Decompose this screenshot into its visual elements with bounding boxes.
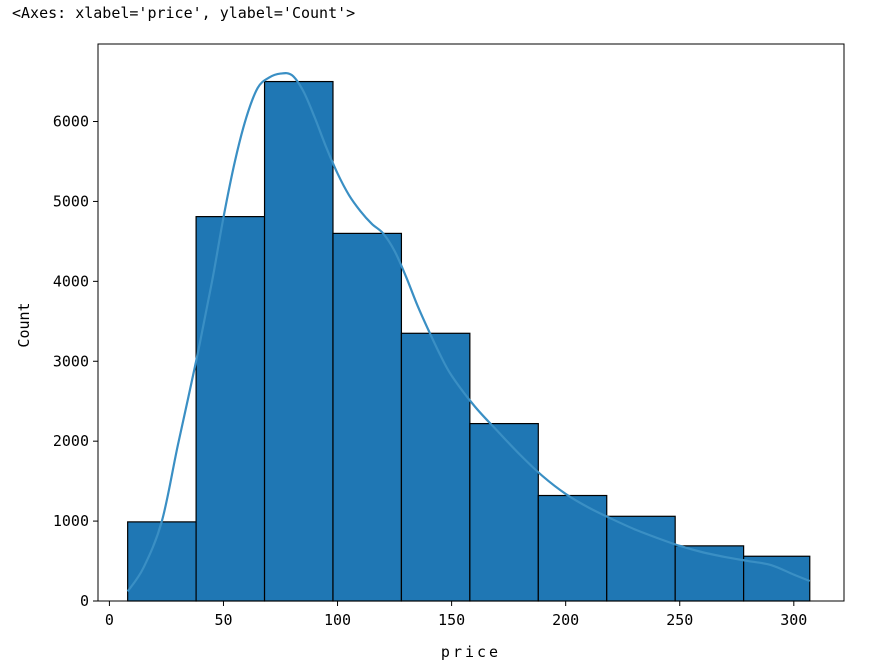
y-tick-label: 5000 [53,192,89,210]
x-tick-label: 150 [438,611,465,629]
bars-layer [127,80,811,602]
x-tick-label: 300 [780,611,807,629]
histogram-bar [263,80,334,602]
histogram-bar [743,555,811,602]
y-tick-label: 4000 [53,272,89,290]
histogram-bar [400,332,471,602]
y-tick-label: 2000 [53,432,89,450]
histogram-bar [332,232,403,602]
histogram-bar [469,422,539,602]
x-tick-label: 200 [552,611,579,629]
x-tick-label: 50 [214,611,232,629]
x-axis-ticks: 0 50 100 150 200 250 300 [105,601,807,629]
x-tick-label: 100 [324,611,351,629]
kde-line [126,72,811,593]
x-tick-label: 250 [666,611,693,629]
y-tick-label: 0 [80,592,89,610]
y-tick-label: 3000 [53,352,89,370]
histogram-bar [537,494,608,602]
axes-repr-text: <Axes: xlabel='price', ylabel='Count'> [12,4,356,22]
histogram-bar [195,216,266,602]
y-axis-ticks: 0 1000 2000 3000 4000 5000 6000 [53,113,98,610]
y-axis-label: Count [15,302,33,347]
histogram-bar [127,521,197,602]
x-axis-label: price [441,643,501,661]
x-tick-label: 0 [105,611,114,629]
plot-frame [97,43,845,602]
y-tick-label: 1000 [53,512,89,530]
y-tick-label: 6000 [53,113,89,131]
histogram-bar [606,515,676,602]
